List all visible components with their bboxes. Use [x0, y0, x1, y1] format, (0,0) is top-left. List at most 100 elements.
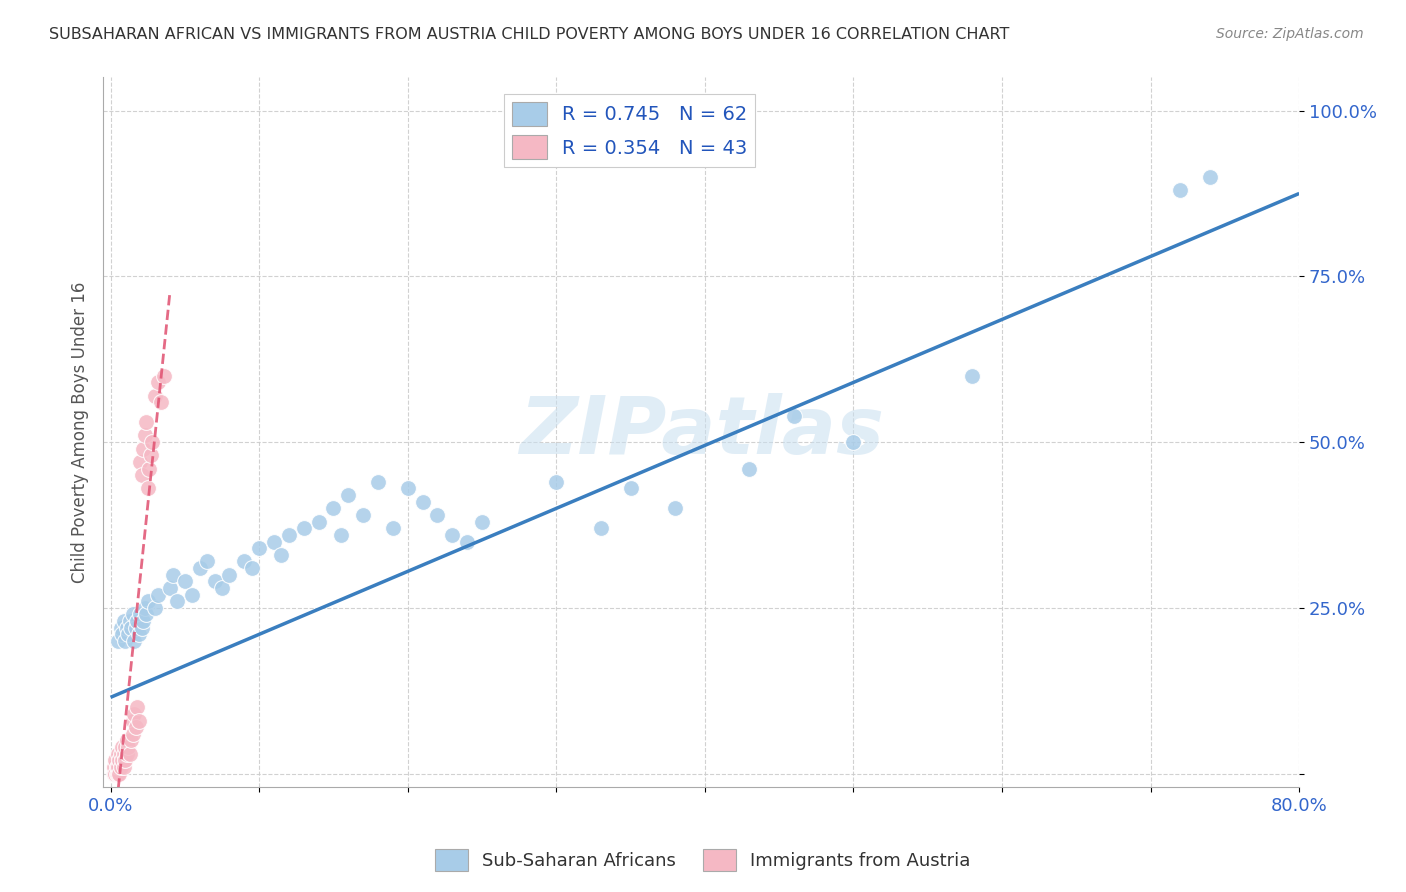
Point [426, 508, 449, 522]
Point [352, 508, 374, 522]
Point [108, 766, 131, 780]
Point [110, 760, 132, 774]
Point [136, 594, 159, 608]
Point [110, 621, 132, 635]
Text: ZIPatlas: ZIPatlas [519, 393, 884, 471]
Point [135, 607, 157, 622]
Point [107, 766, 129, 780]
Point [136, 482, 159, 496]
Point [1199, 169, 1222, 184]
Point [115, 733, 138, 747]
Point [131, 468, 153, 483]
Point [270, 548, 292, 562]
Point [114, 740, 136, 755]
Point [396, 482, 419, 496]
Point [247, 541, 270, 556]
Point [120, 621, 142, 635]
Point [1170, 183, 1192, 197]
Point [117, 627, 139, 641]
Point [111, 740, 134, 755]
Legend: R = 0.745   N = 62, R = 0.354   N = 43: R = 0.745 N = 62, R = 0.354 N = 43 [503, 95, 755, 167]
Point [456, 534, 478, 549]
Point [367, 475, 389, 489]
Point [143, 600, 166, 615]
Point [129, 607, 152, 622]
Point [141, 435, 163, 450]
Point [125, 621, 148, 635]
Point [121, 727, 143, 741]
Point [337, 488, 360, 502]
Point [329, 528, 352, 542]
Point [127, 614, 149, 628]
Point [589, 521, 612, 535]
Point [107, 760, 129, 774]
Point [125, 720, 148, 734]
Point [620, 482, 643, 496]
Point [115, 747, 138, 761]
Point [111, 627, 134, 641]
Point [118, 747, 141, 761]
Point [104, 766, 127, 780]
Point [139, 448, 162, 462]
Point [132, 442, 155, 456]
Point [128, 714, 150, 728]
Point [127, 700, 149, 714]
Point [107, 634, 129, 648]
Point [842, 435, 865, 450]
Point [173, 574, 195, 589]
Point [381, 521, 404, 535]
Point [188, 561, 211, 575]
Point [138, 461, 160, 475]
Point [124, 634, 146, 648]
Point [103, 760, 125, 774]
Point [111, 753, 134, 767]
Point [664, 501, 686, 516]
Point [104, 753, 127, 767]
Point [105, 760, 128, 774]
Legend: Sub-Saharan Africans, Immigrants from Austria: Sub-Saharan Africans, Immigrants from Au… [429, 842, 977, 879]
Point [166, 594, 188, 608]
Point [110, 747, 132, 761]
Point [121, 607, 143, 622]
Point [132, 614, 155, 628]
Point [962, 368, 984, 383]
Point [471, 515, 494, 529]
Point [162, 567, 184, 582]
Point [135, 415, 157, 429]
Point [124, 706, 146, 721]
Point [146, 588, 169, 602]
Point [118, 614, 141, 628]
Point [159, 581, 181, 595]
Point [112, 747, 135, 761]
Point [129, 455, 152, 469]
Point [146, 376, 169, 390]
Point [143, 389, 166, 403]
Point [195, 554, 218, 568]
Point [120, 733, 142, 747]
Y-axis label: Child Poverty Among Boys Under 16: Child Poverty Among Boys Under 16 [72, 282, 89, 582]
Point [121, 714, 143, 728]
Point [412, 495, 434, 509]
Point [105, 766, 128, 780]
Point [114, 753, 136, 767]
Point [738, 461, 761, 475]
Point [128, 627, 150, 641]
Point [108, 753, 131, 767]
Point [153, 368, 176, 383]
Point [114, 634, 136, 648]
Point [107, 747, 129, 761]
Point [263, 534, 285, 549]
Point [277, 528, 299, 542]
Point [322, 501, 344, 516]
Point [783, 409, 806, 423]
Point [112, 614, 135, 628]
Point [117, 740, 139, 755]
Point [134, 600, 156, 615]
Point [103, 766, 125, 780]
Point [292, 521, 315, 535]
Point [112, 760, 135, 774]
Point [131, 621, 153, 635]
Point [134, 428, 156, 442]
Point [115, 621, 138, 635]
Point [204, 574, 226, 589]
